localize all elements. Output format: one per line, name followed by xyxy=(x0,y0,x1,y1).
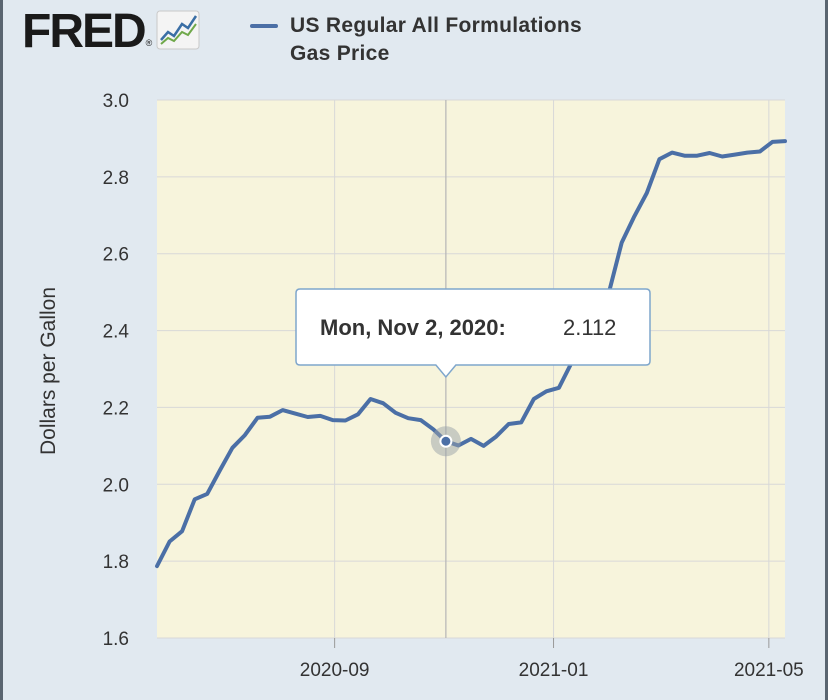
y-tick-label: 1.8 xyxy=(103,552,129,573)
x-axis-ticks: 2020-09 2021-01 2021-05 xyxy=(300,638,804,681)
series-point[interactable] xyxy=(394,411,398,415)
x-tick-label: 2020-09 xyxy=(300,660,370,681)
series-point[interactable] xyxy=(356,412,360,416)
series-point[interactable] xyxy=(419,418,423,422)
series-point[interactable] xyxy=(745,151,749,155)
series-point[interactable] xyxy=(758,149,762,153)
y-tick-label: 2.2 xyxy=(103,398,129,419)
y-tick-label: 2.4 xyxy=(103,322,130,343)
series-point[interactable] xyxy=(180,529,184,533)
logo-text: FRED xyxy=(22,5,147,58)
series-point[interactable] xyxy=(708,151,712,155)
plot-area xyxy=(157,100,785,638)
series-point[interactable] xyxy=(494,435,498,439)
series-point[interactable] xyxy=(406,416,410,420)
series-point[interactable] xyxy=(306,415,310,419)
registered-mark: ® xyxy=(145,38,153,48)
x-tick-label: 2021-01 xyxy=(519,660,589,681)
gridlines xyxy=(157,99,785,639)
y-tick-label: 2.6 xyxy=(103,245,129,266)
tooltip: Mon, Nov 2, 2020: 2.112 xyxy=(295,288,651,379)
series-point[interactable] xyxy=(193,497,197,501)
series-point[interactable] xyxy=(507,422,511,426)
series-point[interactable] xyxy=(695,154,699,158)
series-point[interactable] xyxy=(343,418,347,422)
series-point[interactable] xyxy=(683,154,687,158)
series-point[interactable] xyxy=(268,415,272,419)
legend-series-label: US Regular All Formulations Gas Price xyxy=(290,14,583,65)
series-point[interactable] xyxy=(770,140,774,144)
series-point[interactable] xyxy=(532,397,536,401)
fred-logo[interactable]: FRED ® xyxy=(22,8,200,68)
x-tick-label: 2021-05 xyxy=(734,660,804,681)
y-axis-ticks: 1.6 1.8 2.0 2.2 2.4 2.6 2.8 3.0 xyxy=(103,91,130,650)
trend-chart-icon xyxy=(156,10,200,50)
series-point[interactable] xyxy=(331,418,335,422)
series-point[interactable] xyxy=(431,427,435,431)
series-point[interactable] xyxy=(168,540,172,544)
series-point[interactable] xyxy=(557,386,561,390)
series-point[interactable] xyxy=(783,139,787,143)
series-point[interactable] xyxy=(281,408,285,412)
y-tick-label: 2.0 xyxy=(103,475,129,496)
series-point[interactable] xyxy=(293,412,297,416)
series-point[interactable] xyxy=(369,397,373,401)
tooltip-box xyxy=(295,288,651,379)
series-point[interactable] xyxy=(218,468,222,472)
series-point[interactable] xyxy=(381,401,385,405)
y-tick-label: 3.0 xyxy=(103,91,129,112)
series-point[interactable] xyxy=(657,157,661,161)
series-point[interactable] xyxy=(544,389,548,393)
series-point[interactable] xyxy=(205,492,209,496)
series-point[interactable] xyxy=(230,446,234,450)
series-point[interactable] xyxy=(519,420,523,424)
tooltip-date: Mon, Nov 2, 2020: xyxy=(320,315,506,340)
series-point[interactable] xyxy=(620,241,624,245)
tooltip-value: 2.112 xyxy=(563,315,616,340)
series-point[interactable] xyxy=(243,433,247,437)
series-point[interactable] xyxy=(720,154,724,158)
series-point[interactable] xyxy=(318,414,322,418)
series-point[interactable] xyxy=(469,437,473,441)
series-point[interactable] xyxy=(482,444,486,448)
y-tick-label: 2.8 xyxy=(103,168,129,189)
y-tick-label: 1.6 xyxy=(103,629,129,650)
series-point[interactable] xyxy=(255,416,259,420)
legend-line-swatch xyxy=(250,24,278,28)
series-point[interactable] xyxy=(632,214,636,218)
series-point[interactable] xyxy=(645,191,649,195)
series-point[interactable] xyxy=(155,564,159,568)
series-line-gas-price[interactable] xyxy=(155,139,787,569)
highlight-point[interactable] xyxy=(439,434,453,448)
window-edge-left xyxy=(0,0,3,700)
chart-legend[interactable]: US Regular All Formulations Gas Price xyxy=(250,12,620,68)
series-point[interactable] xyxy=(733,153,737,157)
y-axis-label: Dollars per Gallon xyxy=(37,287,60,455)
series-point[interactable] xyxy=(670,151,674,155)
window-edge-right xyxy=(825,0,828,700)
